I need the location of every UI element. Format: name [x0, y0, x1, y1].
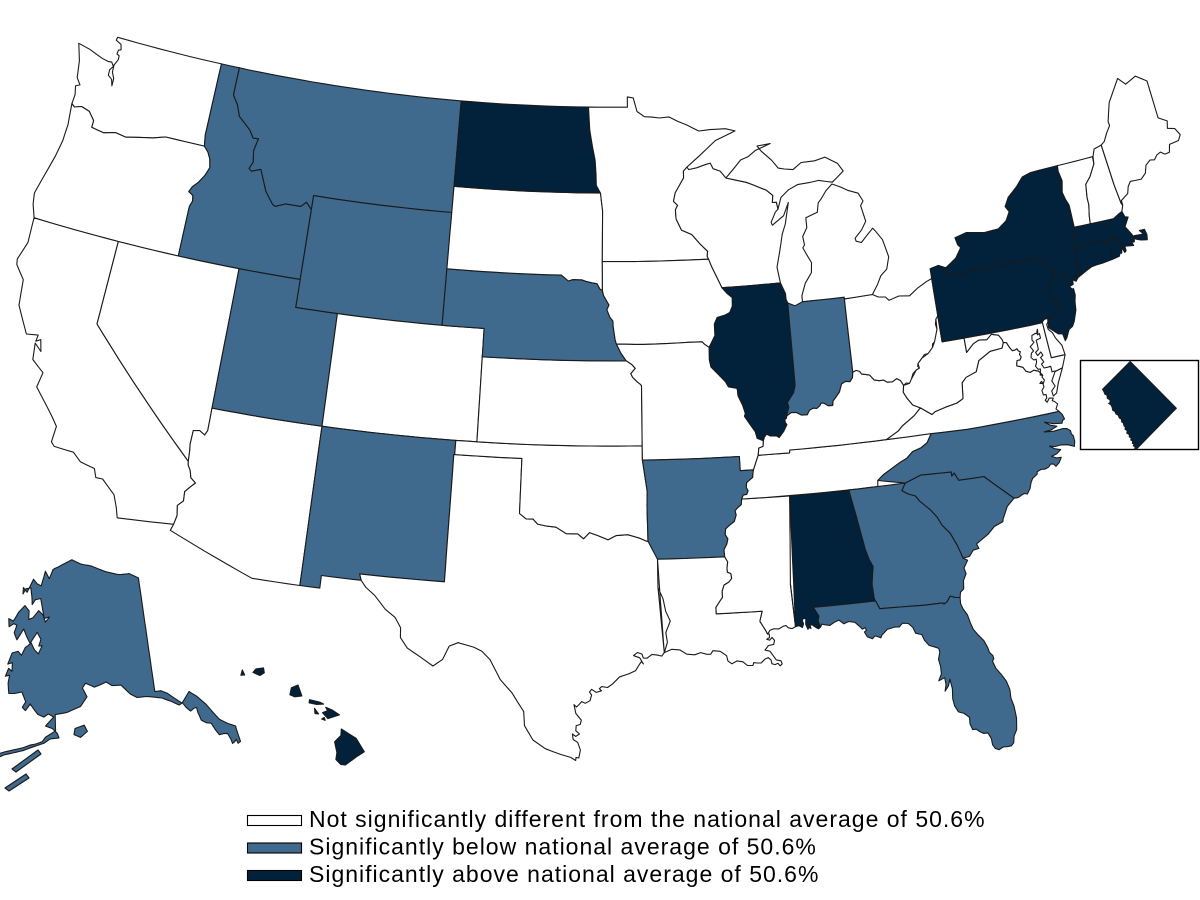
svg-text:Significantly above national a: Significantly above national average of … [309, 861, 819, 887]
svg-text:Not significantly different fr: Not significantly different from the nat… [309, 806, 986, 832]
svg-text:Significantly below national a: Significantly below national average of … [309, 834, 817, 860]
